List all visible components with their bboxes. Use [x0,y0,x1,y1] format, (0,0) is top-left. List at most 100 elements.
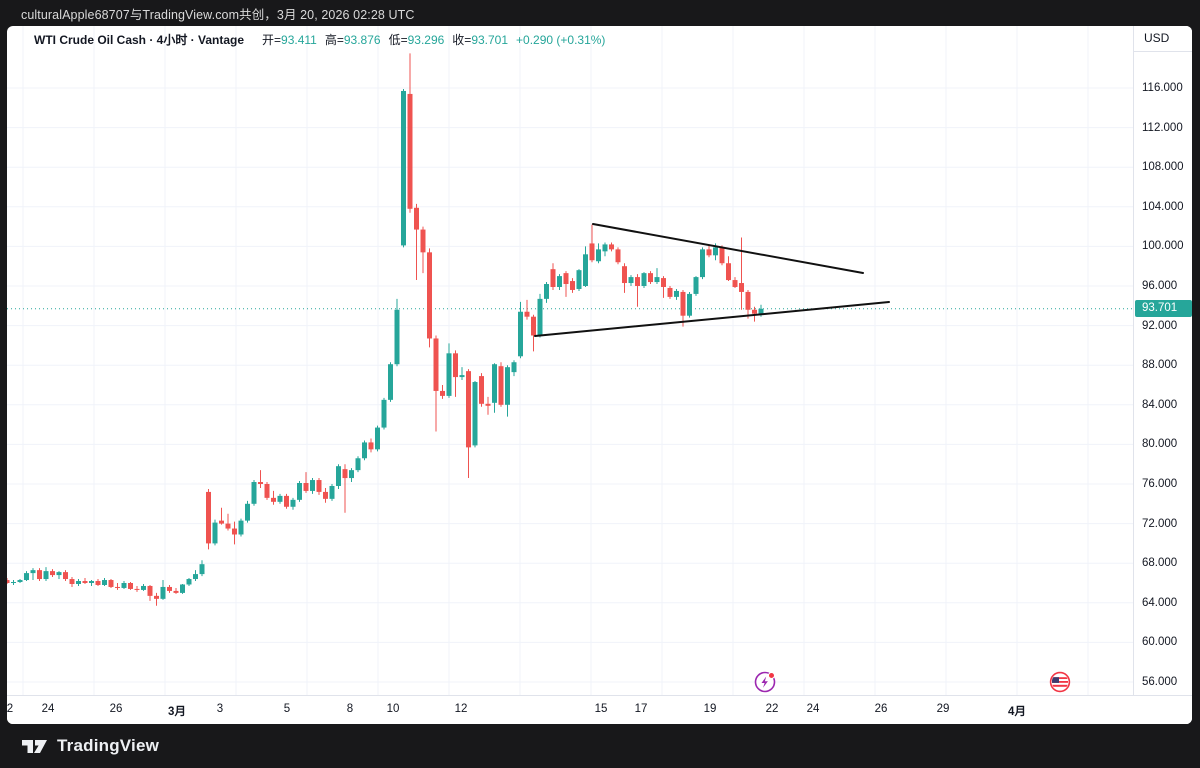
ohlc-label: 低= [388,33,408,47]
candle-up [141,585,146,590]
candle-down [173,590,179,593]
candle-up [121,583,127,588]
candle-up [180,584,185,593]
chart-card: WTI Crude Oil Cash · 4小时 · Vantage 开=93.4… [7,26,1192,724]
tradingview-logo-icon[interactable] [21,736,48,756]
candle-down [258,482,263,484]
candle-down [498,366,504,405]
candle-up [446,353,452,396]
price-axis-label: 112.000 [1142,121,1183,134]
price-axis-label: 84.000 [1142,398,1178,411]
candle-down [134,588,140,590]
candle-up [537,298,543,336]
time-axis-label: 29 [936,703,950,715]
trendline-drawing[interactable] [534,301,890,337]
ohlc-label: 高= [324,33,344,47]
candle-down [732,280,738,287]
price-axis-label: 60.000 [1142,636,1178,649]
candle-up [245,503,250,521]
candle-up [459,375,465,378]
price-axis-label: 96.000 [1142,280,1178,292]
price-axis[interactable]: USD 93.701 116.000 112.000 108.000 104.000 1… [1133,26,1192,724]
candle-down [368,442,374,450]
time-axis-label: 26 [874,703,888,715]
candle-up [576,270,582,289]
time-axis-label: 15 [594,703,608,715]
price-axis-label: 68.000 [1142,557,1178,570]
candle-up [329,485,335,499]
candle-up [362,442,367,459]
price-axis-label: 76.000 [1142,478,1178,490]
candle-up [602,244,608,252]
ohlc-value: 93.296 [407,33,445,47]
ohlc-value: 93.701 [471,33,509,47]
notification-dot [768,672,775,679]
price-axis-label: 104.000 [1142,200,1184,213]
ohlc-label: 收= [452,33,472,47]
candle-up [388,364,393,400]
time-axis-label: 4月 [1008,706,1026,718]
symbol-title[interactable]: WTI Crude Oil Cash · 4小时 · Vantage [34,33,245,47]
trendline-drawing[interactable] [592,223,864,274]
candle-down [648,273,653,283]
candle-up [290,499,296,507]
candle-down [563,273,569,285]
candle-up [693,277,699,294]
candle-down [524,311,530,317]
candle-down [232,528,237,535]
time-axis[interactable]: 2 24 26 3月 3 5 8 10 12 15 17 19 22 24 26 29 4月 [7,695,1192,724]
price-axis-label: 116.000 [1142,82,1183,94]
tradingview-wordmark[interactable]: TradingView [57,736,160,755]
candle-down [680,291,686,316]
candle-down [7,580,10,583]
change-value: +0.290 (+0.31%) [516,33,606,47]
time-axis-label: 24 [806,703,820,715]
candle-down [342,469,348,479]
economic-event-lightning-icon[interactable] [754,671,776,693]
share-info-text: culturalApple68707与TradingView.com共创，3月 … [21,7,415,22]
candle-down [147,585,153,596]
candle-down [167,586,172,591]
candle-up [160,586,166,599]
candle-down [37,570,42,580]
candlestick-plot[interactable] [7,26,1133,695]
candle-up [381,399,387,428]
candle-down [108,580,114,587]
candle-up [349,470,354,479]
candle-up [518,311,523,357]
time-axis-label: 17 [634,703,648,715]
candle-up [24,573,29,581]
candle-up [544,284,549,299]
candle-up [11,582,16,584]
lightning-bolt-icon [761,676,768,688]
candle-down [661,278,666,287]
candle-up [212,522,218,544]
candle-down [453,353,458,378]
time-axis-label: 8 [346,703,354,715]
candle-up [17,580,23,583]
candle-down [154,595,159,599]
price-axis-label: 100.000 [1142,240,1184,253]
time-axis-label: 22 [765,703,779,715]
price-axis-label: 92.000 [1142,319,1178,332]
candle-up [492,364,497,403]
candle-up [277,495,283,502]
candle-up [700,249,705,278]
candle-down [609,244,614,250]
candle-up [401,90,406,246]
time-axis-label: 2 [7,703,14,715]
candle-down [95,581,101,585]
candle-down [570,281,575,290]
candle-up [375,427,380,450]
candle-up [687,293,692,316]
us-flag-icon [1052,677,1068,687]
last-price-badge: 93.701 [1135,300,1192,318]
time-axis-label: 12 [454,703,468,715]
candle-down [206,491,211,544]
candle-down [739,283,744,292]
candle-up [89,581,94,583]
candle-down [303,483,309,491]
us-flag-event-icon[interactable] [1049,671,1071,693]
candle-down [427,252,432,339]
candle-down [128,583,133,589]
